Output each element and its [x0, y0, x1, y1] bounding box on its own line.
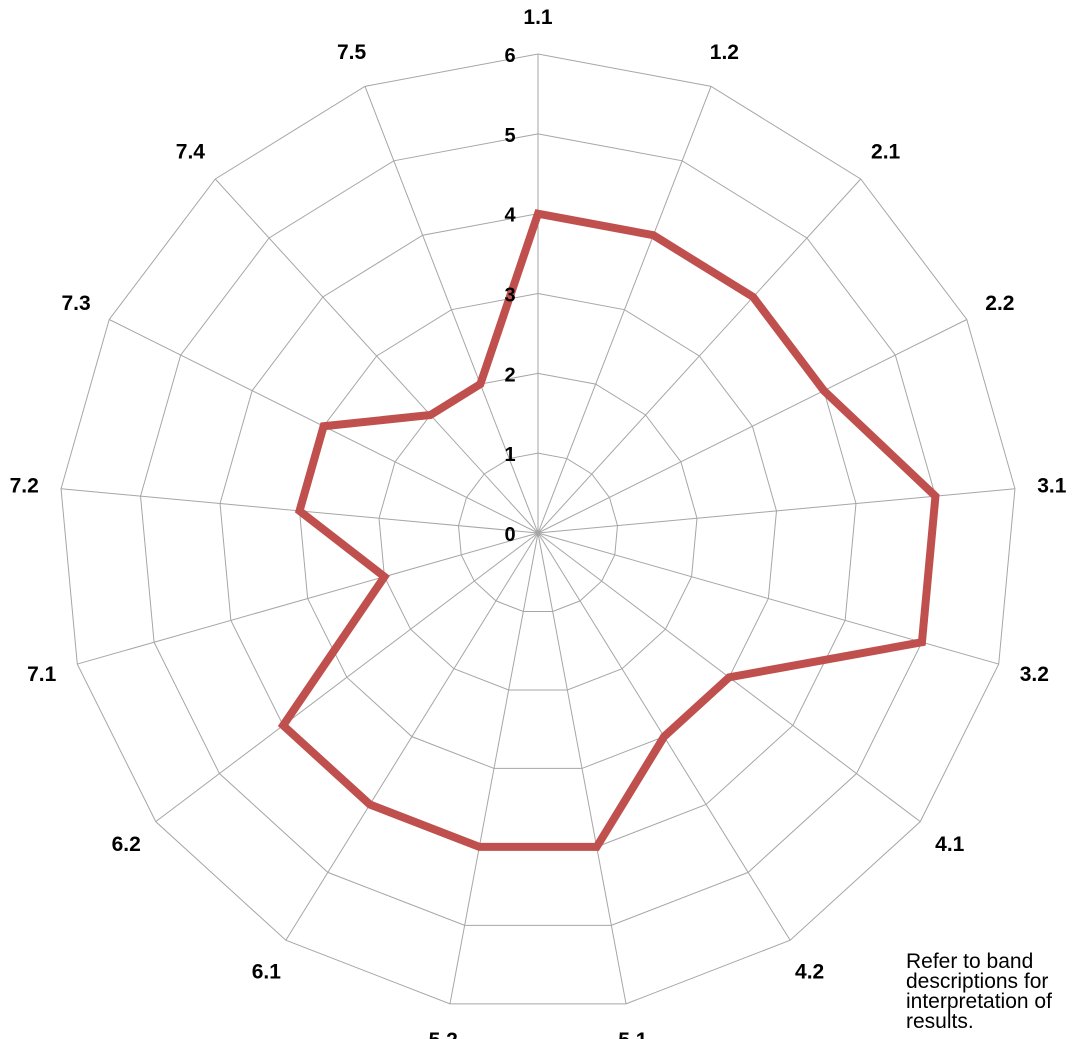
category-label: 7.4: [176, 141, 206, 164]
tick-label: 3: [504, 285, 515, 307]
category-label: 1.1: [523, 6, 553, 29]
grid-spoke: [537, 532, 627, 1004]
category-label: 7.1: [27, 663, 57, 686]
grid-ring: [378, 372, 698, 691]
grid-spoke: [77, 532, 539, 665]
tick-label: 1: [504, 444, 515, 466]
category-label: 6.2: [112, 833, 141, 856]
tick-label: 5: [504, 125, 515, 147]
radar-series-group: [277, 209, 940, 851]
category-label: 6.1: [252, 961, 282, 984]
radial-tick-labels: 0 1 2 3 4 5 6: [504, 45, 516, 546]
grid-spoke: [537, 488, 1016, 534]
tick-label: 4: [504, 205, 516, 227]
grid-spoke: [537, 178, 862, 534]
category-label: 5.2: [429, 1029, 458, 1039]
category-label: 2.1: [871, 141, 901, 164]
interpretation-note: Refer to band descriptions for interpret…: [906, 950, 1052, 1033]
tick-label: 6: [504, 45, 515, 67]
category-label: 1.2: [710, 41, 739, 64]
category-label: 7.3: [61, 292, 90, 315]
grid-spoke: [155, 532, 539, 823]
grid-spoke: [214, 178, 539, 534]
grid-spoke: [449, 532, 539, 1004]
grid-spoke: [285, 532, 539, 941]
grid-spoke: [537, 86, 712, 534]
grid-ring: [458, 452, 618, 612]
category-label: 4.2: [795, 961, 824, 984]
category-label: 5.1: [618, 1029, 648, 1039]
grid-ring: [60, 53, 1016, 1005]
category-label: 4.1: [935, 833, 965, 856]
grid-spoke: [364, 86, 539, 534]
category-label: 7.2: [10, 474, 39, 497]
category-label: 2.2: [985, 292, 1014, 315]
tick-label: 0: [504, 524, 515, 546]
category-label: 3.2: [1020, 663, 1049, 686]
grid-spoke: [537, 319, 968, 534]
category-label: 7.5: [337, 41, 367, 64]
category-label: 3.1: [1037, 474, 1067, 497]
tick-label: 2: [504, 364, 515, 386]
grid-ring: [140, 133, 936, 926]
series-line: [277, 209, 940, 851]
category-labels: 1.1 1.2 2.1 2.2 3.1 3.2 4.1 4.2 5.1 5.2 6.1 6.2 7.1 7…: [10, 6, 1067, 1039]
radar-grid: [60, 53, 1016, 1005]
grid-ring: [299, 292, 777, 769]
